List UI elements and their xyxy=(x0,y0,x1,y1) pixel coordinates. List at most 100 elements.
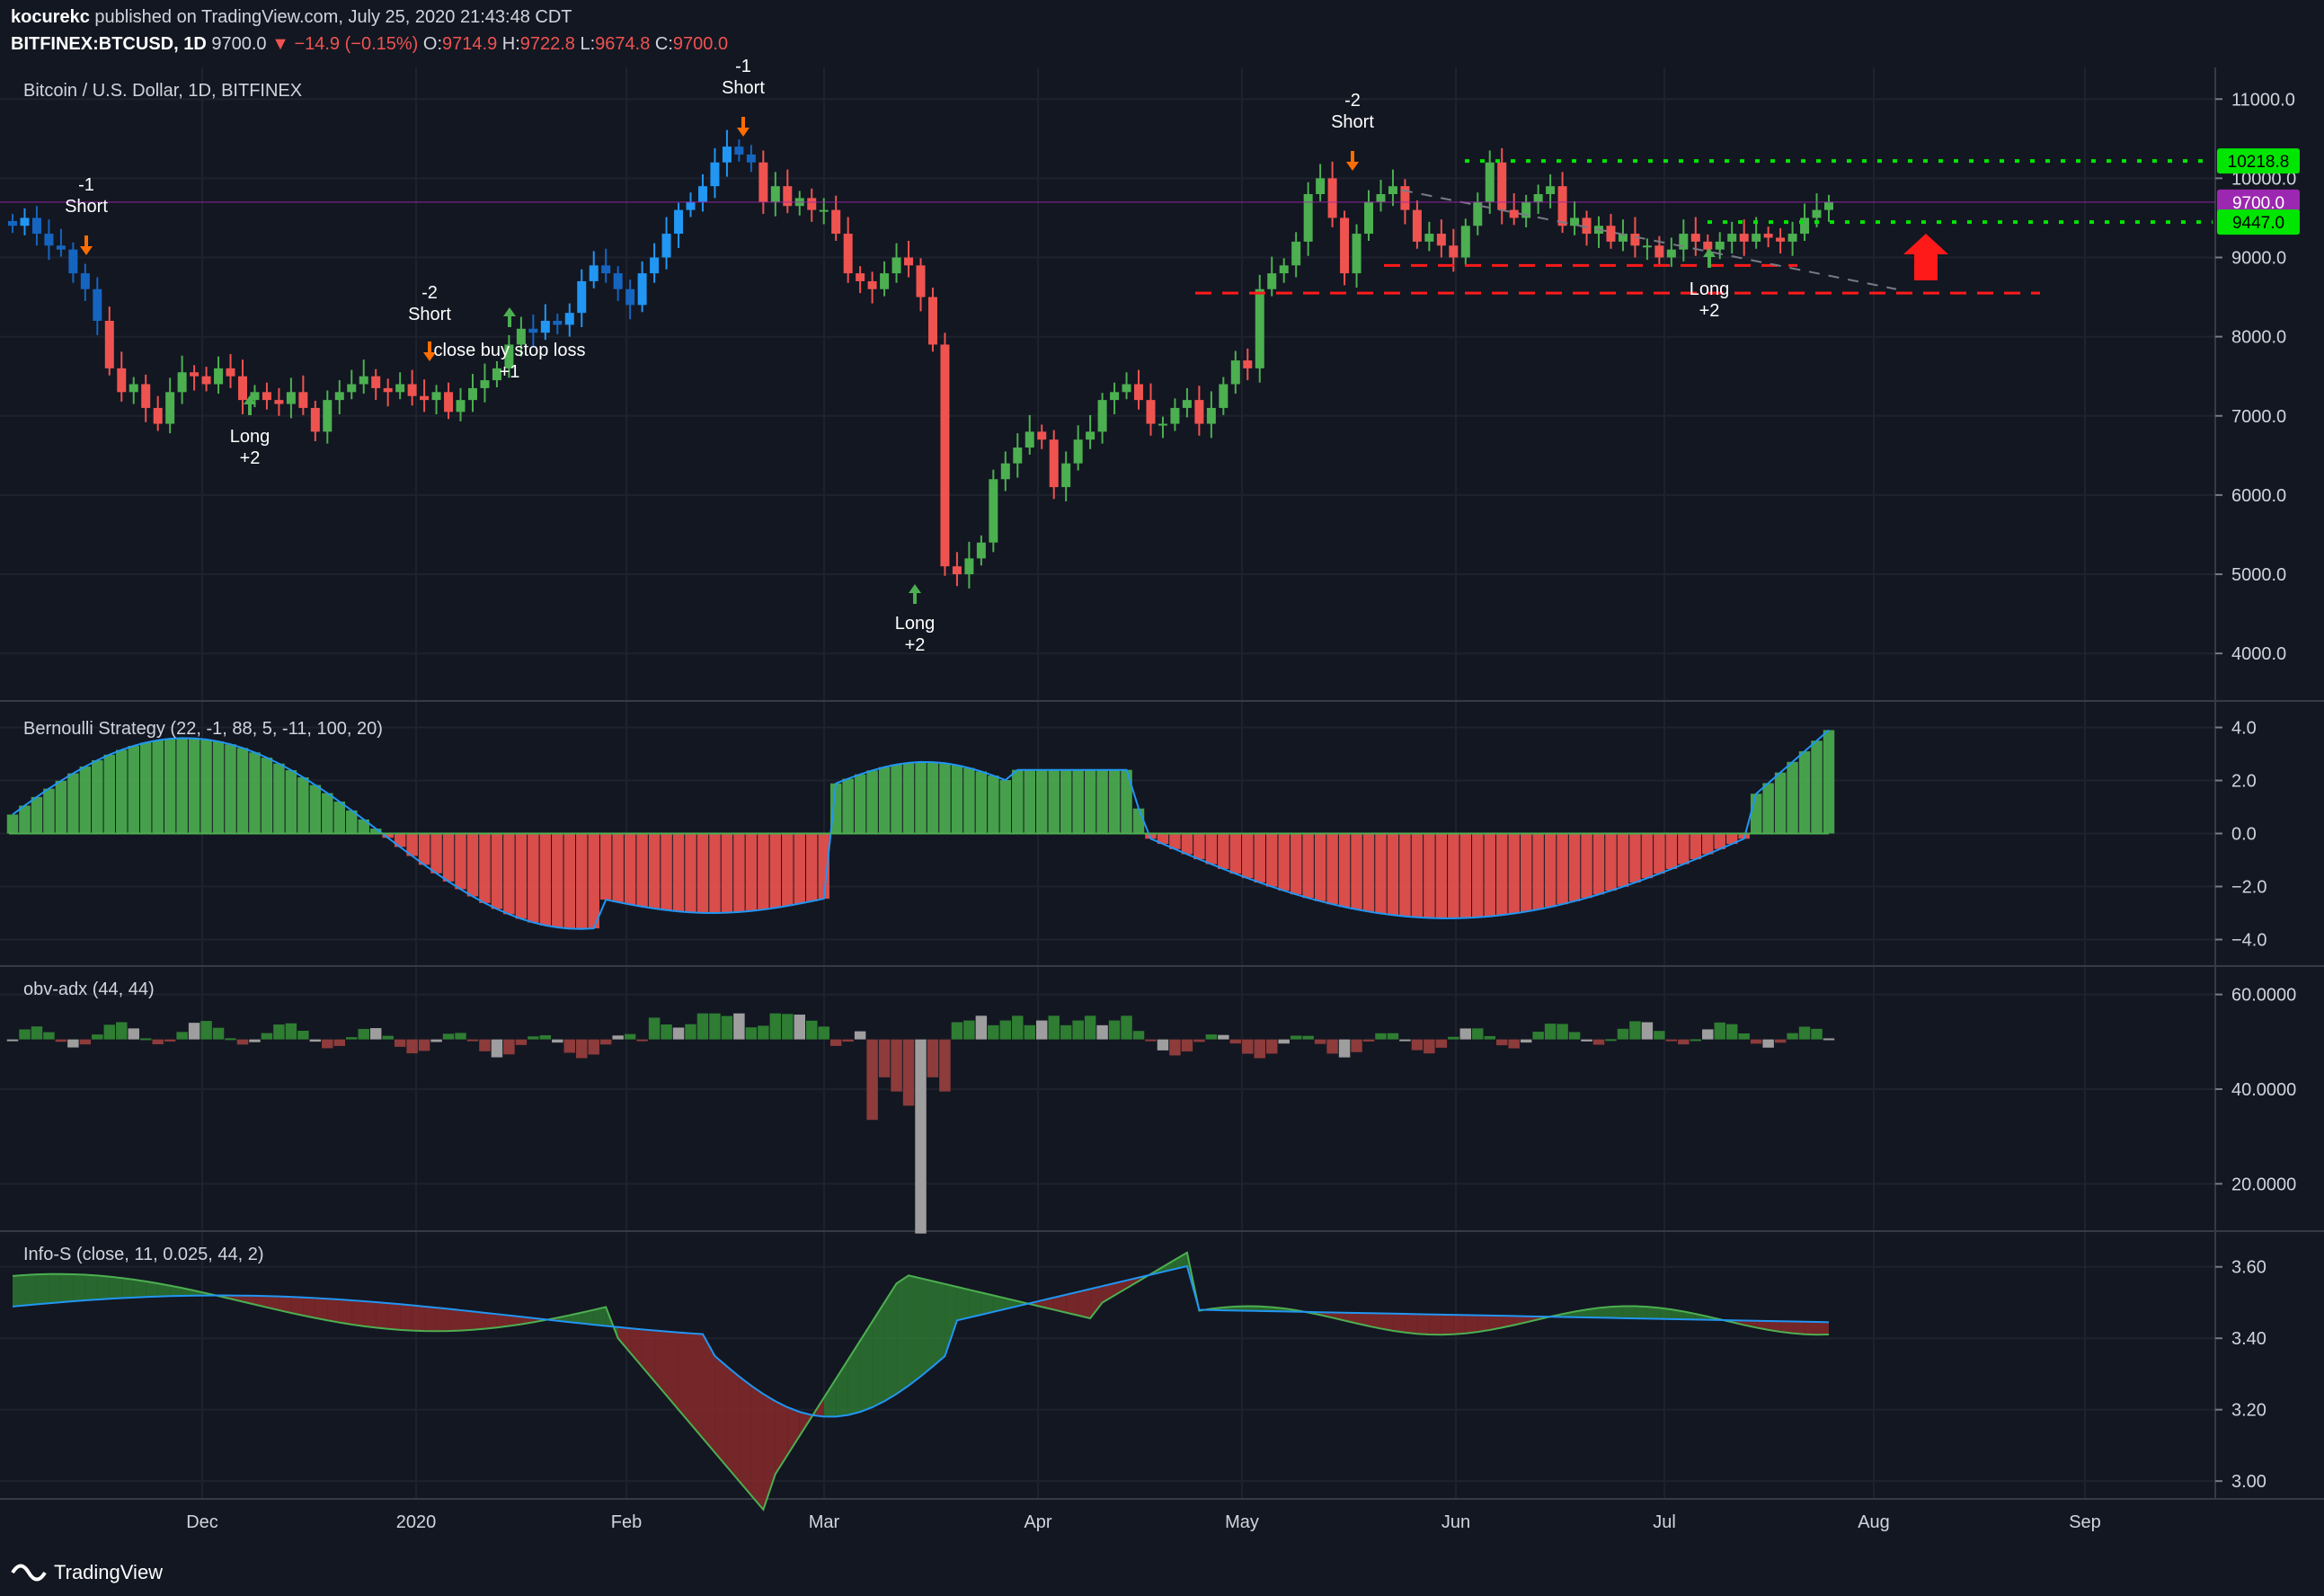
obv-bar xyxy=(1484,1035,1495,1040)
bernoulli-bar xyxy=(806,833,818,901)
price-tag xyxy=(2217,189,2300,215)
info-fill xyxy=(617,1326,631,1353)
info-fill xyxy=(1090,1286,1103,1318)
bernoulli-bar xyxy=(927,762,939,834)
candle-body xyxy=(1340,217,1350,274)
candle-body xyxy=(1037,431,1047,440)
obv-bar xyxy=(951,1022,963,1040)
obv-bar xyxy=(806,1020,818,1040)
obv-bar xyxy=(1338,1039,1351,1058)
candle-body xyxy=(1086,431,1095,440)
candle-body xyxy=(467,387,477,401)
bernoulli-bar xyxy=(1084,769,1096,834)
x-tick-label: Feb xyxy=(611,1512,642,1532)
bernoulli-bar xyxy=(236,748,249,834)
candle-body xyxy=(1642,245,1652,248)
bernoulli-bar xyxy=(939,763,951,834)
bernoulli-bar xyxy=(975,771,988,834)
bernoulli-bar xyxy=(612,833,624,902)
low-label: L: xyxy=(580,34,596,54)
bernoulli-bar xyxy=(346,810,358,834)
obv-bar xyxy=(782,1014,794,1040)
bernoulli-bar xyxy=(31,796,43,834)
obv-bar xyxy=(1725,1024,1738,1040)
obv-pane-title: obv-adx (44, 44) xyxy=(23,980,155,999)
bernoulli-bar xyxy=(1581,833,1592,899)
obv-bar xyxy=(1265,1039,1278,1054)
obv-bar xyxy=(1290,1035,1302,1040)
bernoulli-bar xyxy=(285,770,297,834)
candle-body xyxy=(867,280,877,289)
author-name[interactable]: kocurekc xyxy=(11,7,90,27)
obv-bar xyxy=(902,1039,915,1106)
bernoulli-bar xyxy=(1690,833,1702,860)
info-fill xyxy=(1599,1307,1611,1318)
info-fill xyxy=(60,1273,74,1303)
x-tick-label: Jun xyxy=(1441,1512,1470,1532)
info-fill xyxy=(1465,1315,1478,1334)
info-fill xyxy=(290,1297,304,1316)
obv-bar xyxy=(1654,1031,1665,1040)
bernoulli-bar xyxy=(19,805,31,834)
candle-body xyxy=(540,321,550,333)
candle-body xyxy=(1364,201,1374,235)
obv-bar xyxy=(31,1026,43,1040)
candle-body xyxy=(1497,162,1507,210)
info-fill xyxy=(787,1406,800,1455)
y-tick-label: 4000.0 xyxy=(2231,644,2286,664)
info-fill xyxy=(73,1273,85,1302)
bernoulli-bar xyxy=(1012,769,1024,834)
candle-body xyxy=(1013,448,1023,464)
tradingview-logo[interactable]: TradingView xyxy=(11,1560,163,1585)
obv-bar xyxy=(297,1030,309,1040)
info-fill xyxy=(315,1298,328,1321)
bernoulli-bar xyxy=(1411,833,1424,918)
bernoulli-bar xyxy=(818,833,829,900)
y-tick-label: 0.0 xyxy=(2231,825,2257,845)
obv-bar xyxy=(139,1038,152,1041)
bernoulli-bar xyxy=(696,833,709,913)
candle-body xyxy=(1110,392,1120,401)
bernoulli-bar xyxy=(1448,833,1459,918)
candle-body xyxy=(310,407,320,432)
obv-bar xyxy=(225,1038,236,1041)
obv-bar xyxy=(1314,1039,1326,1044)
obv-bar xyxy=(1132,1031,1145,1040)
arrow-down-icon xyxy=(423,341,436,361)
candle-body xyxy=(686,201,696,210)
info-fill xyxy=(679,1332,691,1424)
bernoulli-bar xyxy=(624,833,636,905)
bernoulli-bar xyxy=(1108,769,1121,834)
bernoulli-bar xyxy=(273,763,285,834)
bernoulli-bar xyxy=(878,767,891,834)
obv-bar xyxy=(1762,1039,1774,1048)
bernoulli-bar xyxy=(1605,833,1617,891)
bernoulli-bar xyxy=(552,833,563,928)
bernoulli-bar xyxy=(1472,833,1484,918)
obv-bar xyxy=(1145,1039,1157,1042)
obv-bar xyxy=(79,1039,92,1045)
candle-body xyxy=(843,234,853,274)
candle-body xyxy=(758,162,768,202)
info-fill xyxy=(884,1283,897,1402)
candle-body xyxy=(431,392,441,401)
bernoulli-bar xyxy=(406,833,418,856)
open-label: O: xyxy=(422,34,443,54)
candle-body xyxy=(577,280,587,314)
bernoulli-bar xyxy=(188,738,200,834)
grid xyxy=(0,67,2215,1499)
bernoulli-bar xyxy=(200,739,212,834)
bernoulli-bar xyxy=(128,745,139,834)
obv-bar xyxy=(19,1029,31,1040)
candle-body xyxy=(1824,201,1833,210)
obv-bar xyxy=(1108,1020,1121,1040)
arrow-up-icon xyxy=(244,395,256,415)
bernoulli-bar xyxy=(164,739,176,834)
price-tag xyxy=(2217,209,2300,235)
bernoulli-bar xyxy=(1424,833,1435,918)
candle-body xyxy=(1703,241,1713,250)
bernoulli-bar xyxy=(1096,769,1108,834)
obv-bar xyxy=(1399,1039,1411,1042)
candle-body xyxy=(783,186,793,207)
